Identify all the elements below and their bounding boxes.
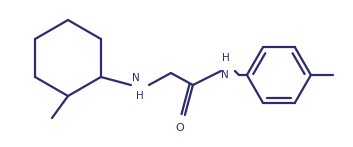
Text: H: H <box>222 53 230 63</box>
Text: O: O <box>175 123 184 133</box>
Text: N: N <box>221 70 229 80</box>
Text: N: N <box>132 73 140 83</box>
Text: H: H <box>136 91 144 101</box>
